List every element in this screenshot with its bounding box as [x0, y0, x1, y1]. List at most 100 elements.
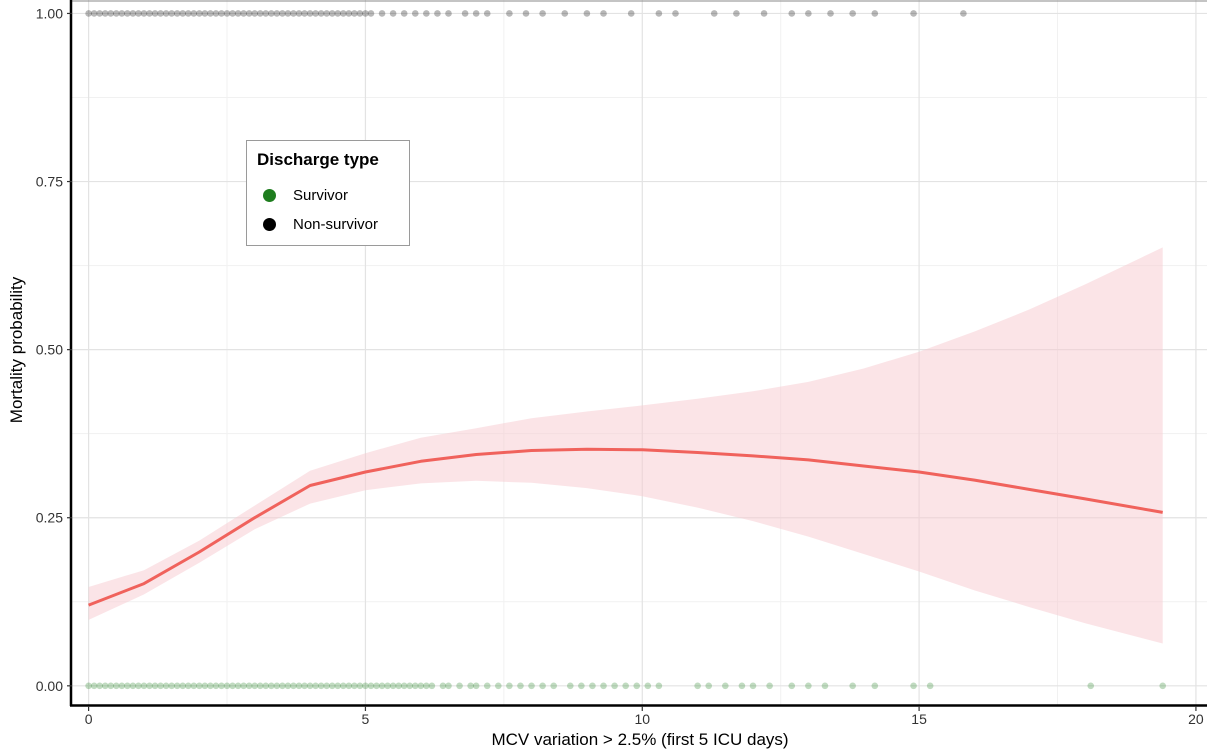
survivor-point	[140, 682, 148, 690]
non-survivor-point	[805, 10, 812, 17]
non-survivor-point	[733, 10, 740, 17]
survivor-point	[339, 682, 347, 690]
non-survivor-point	[306, 10, 314, 17]
non-survivor-point	[871, 10, 879, 17]
x-tick-label: 15	[911, 711, 927, 727]
survivor-point	[428, 682, 436, 690]
survivor-point	[173, 682, 181, 690]
survivor-point	[367, 682, 375, 690]
non-survivor-point	[168, 10, 175, 17]
survivor-point	[196, 682, 203, 690]
non-survivor-point	[411, 10, 419, 17]
survivor-point	[240, 682, 247, 690]
non-survivor-point	[345, 10, 353, 17]
non-survivor-point	[760, 10, 768, 17]
confidence-band	[88, 247, 1163, 644]
survivor-point	[345, 682, 353, 690]
survivor-point	[611, 682, 618, 690]
confidence-band-layer	[88, 247, 1163, 644]
x-axis-label: MCV variation > 2.5% (first 5 ICU days)	[491, 730, 788, 749]
y-tick-label: 0.75	[36, 174, 63, 190]
y-axis-label: Mortality probability	[7, 276, 26, 423]
non-survivor-point	[627, 10, 635, 17]
survivor-point	[389, 682, 397, 690]
survivor-point	[373, 682, 380, 690]
y-tick-label: 0.25	[36, 510, 63, 526]
survivor-point	[107, 682, 115, 690]
non-survivor-point	[445, 10, 452, 17]
non-survivor-point	[118, 10, 126, 17]
non-survivor-point	[334, 10, 342, 17]
non-survivor-point	[827, 10, 834, 17]
survivor-point	[528, 682, 535, 690]
survivor-point	[406, 682, 414, 690]
non-survivor-point	[423, 10, 430, 17]
survivor-point	[550, 682, 557, 690]
survivor-point	[472, 682, 480, 690]
non-survivor-point	[339, 10, 347, 17]
survivor-point	[395, 682, 402, 690]
survivor-point	[306, 682, 314, 690]
survivor-point	[301, 682, 308, 690]
non-survivor-point	[212, 10, 220, 17]
non-survivor-point	[655, 10, 663, 17]
non-survivor-point	[90, 10, 98, 17]
survivor-point	[268, 682, 275, 690]
survivor-point	[96, 682, 103, 690]
non-survivor-point	[190, 10, 198, 17]
survivor-point	[101, 682, 109, 690]
non-survivor-point	[461, 10, 469, 17]
survivor-point	[184, 682, 192, 690]
non-survivor-point	[400, 10, 408, 17]
survivor-point	[168, 682, 175, 690]
non-survivor-point	[279, 10, 286, 17]
non-survivor-point	[301, 10, 308, 17]
non-survivor-point	[378, 10, 386, 17]
non-survivor-point	[290, 10, 297, 17]
non-survivor-point	[539, 10, 546, 17]
non-survivor-point	[146, 10, 153, 17]
non-survivor-point	[312, 10, 319, 17]
survivor-point	[312, 682, 319, 690]
survivor-point	[821, 682, 829, 690]
non-survivor-point	[184, 10, 192, 17]
non-survivor-point	[251, 10, 259, 17]
non-survivor-point	[323, 10, 330, 17]
non-survivor-point	[284, 10, 292, 17]
survivor-point	[517, 682, 524, 690]
survivor-point	[423, 682, 430, 690]
survivor-point	[644, 682, 652, 690]
x-tick-label: 0	[85, 711, 93, 727]
non-survivor-point	[710, 10, 718, 17]
non-survivor-point	[229, 10, 236, 17]
non-survivor-point	[223, 10, 231, 17]
survivor-point	[655, 682, 663, 690]
survivor-point	[251, 682, 259, 690]
survivor-point	[162, 682, 170, 690]
survivor-point	[600, 682, 607, 690]
legend-label-survivor: Survivor	[293, 186, 349, 204]
legend-item-non-survivor: Non-survivor	[263, 214, 378, 234]
non-survivor-point	[434, 10, 441, 17]
non-survivor-point	[362, 10, 369, 17]
survivor-point	[190, 682, 198, 690]
non-survivor-point	[788, 10, 796, 17]
non-survivor-point	[472, 10, 480, 17]
survivor-point	[157, 682, 164, 690]
survivor-point	[129, 682, 137, 690]
survivor-point	[151, 682, 159, 690]
grid-layer	[72, 0, 1207, 706]
non-survivor-point	[910, 10, 917, 17]
survivor-point	[495, 682, 502, 690]
legend-title: Discharge type	[257, 150, 379, 169]
non-survivor-point	[600, 10, 607, 17]
survivor-point	[223, 682, 231, 690]
survivor-point	[1159, 682, 1167, 690]
survivor-point	[738, 682, 746, 690]
survivor-point	[356, 682, 364, 690]
legend: Discharge type Survivor Non-survivor	[246, 140, 410, 246]
non-survivor-point	[107, 10, 115, 17]
survivor-point	[694, 682, 701, 690]
x-tick-label: 20	[1188, 711, 1204, 727]
non-survivor-point	[356, 10, 364, 17]
